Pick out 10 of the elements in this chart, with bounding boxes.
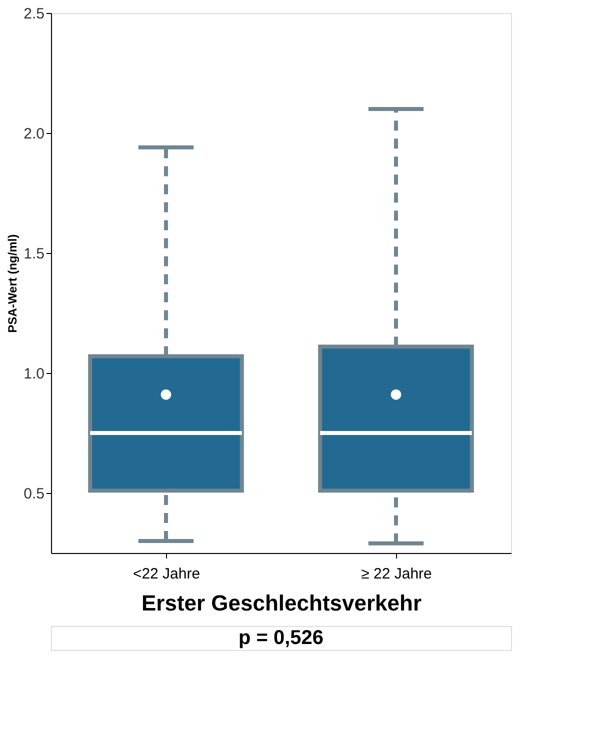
y-tick-label: 1.0	[24, 366, 44, 382]
x-axis-title: Erster Geschlechtsverkehr	[141, 590, 422, 616]
x-tick-label: ≥ 22 Jahre	[361, 566, 432, 582]
y-tick-label: 1.5	[24, 246, 44, 262]
y-axis-title: PSA-Wert (ng/ml)	[6, 234, 20, 333]
y-tick-label: 0.5	[24, 486, 44, 502]
x-tick-label: <22 Jahre	[132, 566, 200, 582]
text: p = 0,526	[238, 627, 324, 649]
y-tick-label: 2.0	[24, 126, 44, 142]
y-tick-label: 2.5	[24, 6, 44, 22]
